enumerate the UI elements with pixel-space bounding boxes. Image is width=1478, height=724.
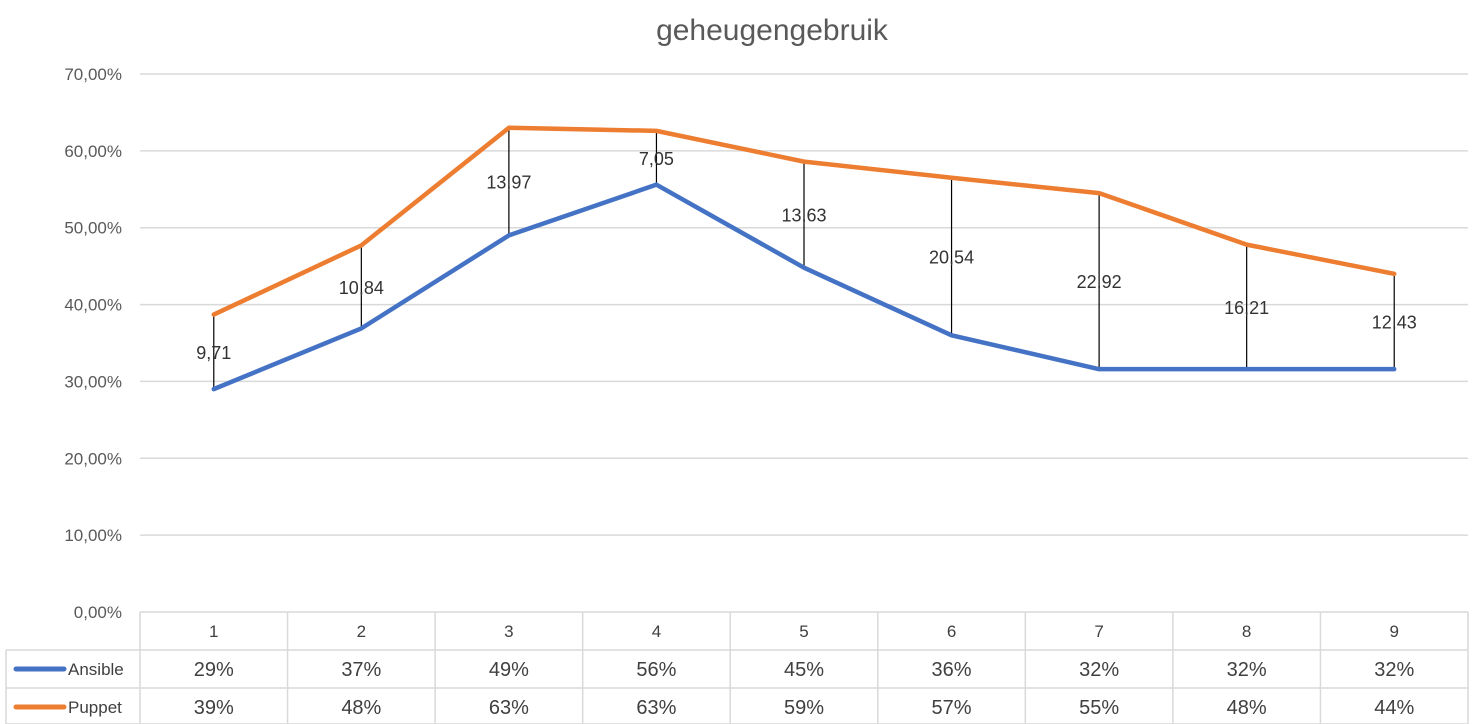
legend-label: Puppet xyxy=(68,698,122,717)
difference-label: 10,84 xyxy=(339,278,384,298)
x-tick-label: 9 xyxy=(1389,622,1398,641)
y-tick-label: 60,00% xyxy=(64,142,122,161)
chart-title: geheugengebruik xyxy=(656,14,888,47)
difference-label: 16,21 xyxy=(1224,298,1269,318)
y-tick-label: 70,00% xyxy=(64,65,122,84)
y-tick-label: 40,00% xyxy=(64,296,122,315)
difference-label: 20,54 xyxy=(929,248,974,268)
table-cell: 32% xyxy=(1227,659,1267,681)
y-tick-label: 50,00% xyxy=(64,219,122,238)
table-cell: 57% xyxy=(932,697,972,719)
table-cell: 39% xyxy=(194,697,234,719)
table-cell: 63% xyxy=(489,697,529,719)
y-tick-label: 10,00% xyxy=(64,526,122,545)
x-tick-label: 4 xyxy=(652,622,661,641)
x-tick-label: 6 xyxy=(947,622,956,641)
x-tick-label: 7 xyxy=(1094,622,1103,641)
difference-label: 13,63 xyxy=(781,206,826,226)
table-cell: 32% xyxy=(1374,659,1414,681)
y-tick-label: 20,00% xyxy=(64,449,122,468)
difference-label: 7,05 xyxy=(639,149,674,169)
table-cell: 56% xyxy=(636,659,676,681)
x-tick-label: 8 xyxy=(1242,622,1251,641)
series-line-puppet xyxy=(211,125,1397,317)
table-cell: 48% xyxy=(1227,697,1267,719)
x-tick-label: 2 xyxy=(357,622,366,641)
series-line-ansible xyxy=(211,182,1397,392)
table-cell: 49% xyxy=(489,659,529,681)
y-tick-label: 30,00% xyxy=(64,372,122,391)
table-cell: 63% xyxy=(636,697,676,719)
table-cell: 29% xyxy=(194,659,234,681)
difference-label: 9,71 xyxy=(196,343,231,363)
difference-label: 13,97 xyxy=(486,173,531,193)
x-tick-label: 5 xyxy=(799,622,808,641)
x-tick-label: 1 xyxy=(209,622,218,641)
y-tick-label: 0,00% xyxy=(74,603,122,622)
table-cell: 37% xyxy=(341,659,381,681)
table-cell: 45% xyxy=(784,659,824,681)
table-cell: 32% xyxy=(1079,659,1119,681)
legend-label: Ansible xyxy=(68,660,124,679)
table-cell: 48% xyxy=(341,697,381,719)
table-cell: 44% xyxy=(1374,697,1414,719)
difference-label: 12,43 xyxy=(1372,312,1417,332)
table-cell: 55% xyxy=(1079,697,1119,719)
table-cell: 36% xyxy=(932,659,972,681)
table-cell: 59% xyxy=(784,697,824,719)
x-tick-label: 3 xyxy=(504,622,513,641)
difference-label: 22,92 xyxy=(1077,272,1122,292)
